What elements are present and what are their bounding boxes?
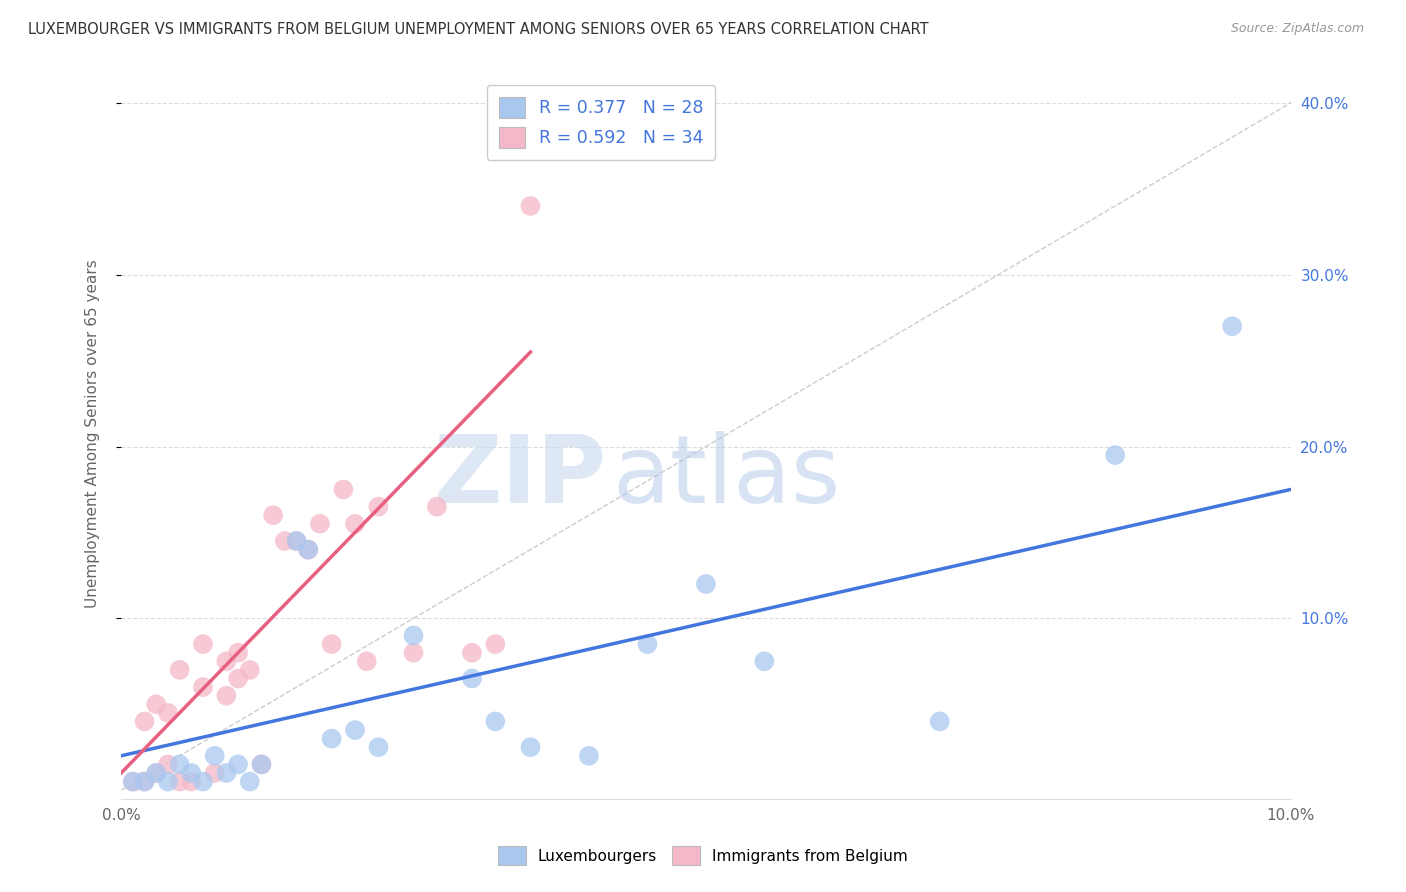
Point — [191, 680, 214, 694]
Point — [226, 646, 249, 660]
Point — [367, 500, 389, 514]
Point — [215, 689, 238, 703]
Point — [519, 199, 541, 213]
Point — [121, 774, 143, 789]
Point — [297, 542, 319, 557]
Point — [169, 663, 191, 677]
Point — [402, 628, 425, 642]
Point — [239, 774, 262, 789]
Point — [156, 774, 179, 789]
Point — [578, 748, 600, 763]
Point — [426, 500, 449, 514]
Point — [754, 654, 776, 668]
Point — [180, 766, 202, 780]
Point — [519, 740, 541, 755]
Point — [239, 663, 262, 677]
Point — [191, 637, 214, 651]
Point — [134, 714, 156, 729]
Point — [367, 740, 389, 755]
Point — [332, 483, 354, 497]
Legend: Luxembourgers, Immigrants from Belgium: Luxembourgers, Immigrants from Belgium — [492, 840, 914, 871]
Text: LUXEMBOURGER VS IMMIGRANTS FROM BELGIUM UNEMPLOYMENT AMONG SENIORS OVER 65 YEARS: LUXEMBOURGER VS IMMIGRANTS FROM BELGIUM … — [28, 22, 929, 37]
Point — [262, 508, 284, 523]
Point — [156, 706, 179, 720]
Point — [344, 723, 367, 737]
Point — [169, 774, 191, 789]
Point — [250, 757, 273, 772]
Point — [121, 774, 143, 789]
Point — [169, 757, 191, 772]
Point — [191, 774, 214, 789]
Text: Source: ZipAtlas.com: Source: ZipAtlas.com — [1230, 22, 1364, 36]
Point — [285, 534, 308, 549]
Point — [1220, 319, 1243, 334]
Point — [156, 757, 179, 772]
Point — [204, 766, 226, 780]
Point — [309, 516, 332, 531]
Point — [274, 534, 297, 549]
Point — [484, 714, 506, 729]
Point — [484, 637, 506, 651]
Point — [1104, 448, 1126, 462]
Text: ZIP: ZIP — [433, 432, 606, 524]
Legend: R = 0.377   N = 28, R = 0.592   N = 34: R = 0.377 N = 28, R = 0.592 N = 34 — [486, 85, 716, 160]
Point — [226, 672, 249, 686]
Point — [226, 757, 249, 772]
Point — [180, 774, 202, 789]
Point — [321, 637, 343, 651]
Point — [215, 766, 238, 780]
Point — [356, 654, 378, 668]
Text: atlas: atlas — [612, 432, 841, 524]
Point — [250, 757, 273, 772]
Point — [461, 646, 484, 660]
Point — [204, 748, 226, 763]
Point — [928, 714, 950, 729]
Point — [134, 774, 156, 789]
Point — [695, 577, 717, 591]
Point — [321, 731, 343, 746]
Point — [297, 542, 319, 557]
Point — [215, 654, 238, 668]
Point — [344, 516, 367, 531]
Point — [461, 672, 484, 686]
Point — [636, 637, 658, 651]
Point — [145, 766, 167, 780]
Y-axis label: Unemployment Among Seniors over 65 years: Unemployment Among Seniors over 65 years — [86, 260, 100, 608]
Point — [402, 646, 425, 660]
Point — [285, 534, 308, 549]
Point — [145, 766, 167, 780]
Point — [134, 774, 156, 789]
Point — [145, 698, 167, 712]
